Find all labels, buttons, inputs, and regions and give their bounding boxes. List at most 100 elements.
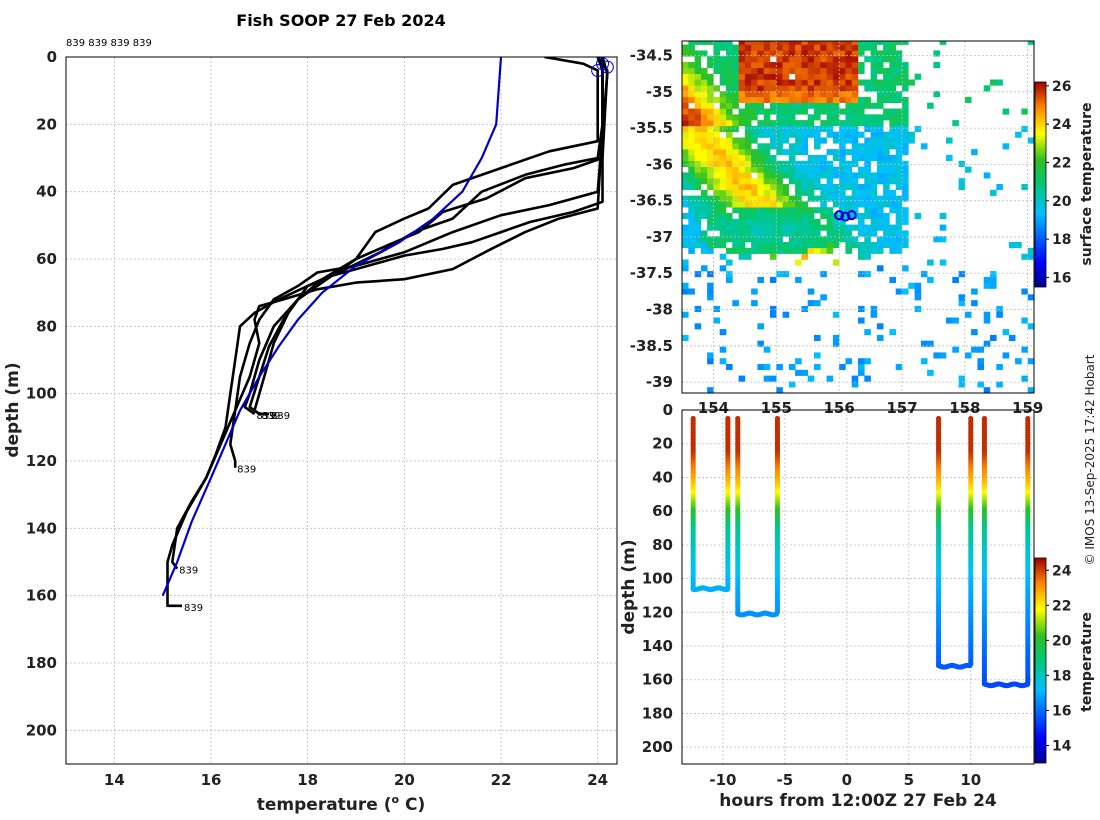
- sst-cell: [864, 56, 871, 63]
- sst-cell: [763, 195, 771, 202]
- sst-colorbar: [1034, 81, 1047, 288]
- sst-cell: [757, 189, 764, 196]
- sst-cell: [732, 218, 739, 225]
- sst-cell: [707, 224, 714, 231]
- sst-colorbar-tick-label: 20: [1052, 194, 1072, 210]
- sst-cell: [851, 125, 859, 132]
- sst-cell: [807, 62, 815, 69]
- sst-cell: [732, 73, 739, 80]
- sst-cell: [688, 207, 695, 214]
- sst-cell: [851, 114, 859, 121]
- sst-cell: [801, 108, 808, 115]
- sst-cell: [744, 125, 752, 132]
- sst-cell: [832, 172, 840, 179]
- sst-cell: [719, 329, 727, 336]
- sst-cell: [694, 213, 702, 220]
- sst-cell: [782, 62, 790, 69]
- sst-cell: [845, 79, 852, 86]
- sst-cell: [971, 346, 978, 353]
- sst-cell: [801, 189, 808, 196]
- sst-cell: [782, 67, 790, 74]
- sst-cell: [845, 41, 852, 45]
- sst-cell: [820, 189, 827, 196]
- sst-cell: [876, 160, 884, 167]
- sst-cell: [801, 213, 808, 220]
- sst-cell: [858, 224, 865, 231]
- sst-cell: [744, 149, 752, 156]
- sst-cell: [732, 125, 739, 132]
- sst-cell: [782, 213, 790, 220]
- sst-cell: [814, 108, 821, 115]
- sst-cell: [801, 120, 808, 127]
- sst-cell: [876, 91, 884, 98]
- sst-cell: [776, 79, 783, 86]
- sst-cell: [719, 154, 727, 161]
- sst-cell: [682, 213, 689, 220]
- sst-colorbar-tick-label: 24: [1052, 117, 1072, 133]
- sst-cell: [870, 218, 878, 225]
- sst-cell: [883, 41, 890, 45]
- sst-cell: [682, 143, 689, 150]
- sst-cell: [726, 154, 733, 161]
- sst-cell: [814, 143, 821, 150]
- sst-cell: [707, 288, 714, 295]
- profile-x-tick-label: 24: [587, 771, 608, 789]
- sst-cell: [927, 369, 934, 376]
- sst-cell: [682, 259, 689, 266]
- sst-cell: [744, 253, 752, 260]
- sst-cell: [933, 236, 940, 243]
- sst-cell: [889, 108, 896, 115]
- sst-cell: [744, 184, 752, 191]
- sst-cell: [726, 172, 733, 179]
- sst-cell: [820, 195, 827, 202]
- sst-cell: [682, 62, 689, 69]
- sst-cell: [820, 91, 827, 98]
- sst-cell: [770, 305, 777, 312]
- map-lat-tick-label: -39: [646, 373, 673, 391]
- map-lat-tick-label: -37.5: [630, 264, 673, 282]
- sst-cell: [738, 108, 746, 115]
- sst-cell: [839, 50, 846, 57]
- sst-cell: [889, 85, 896, 92]
- sst-cell: [751, 201, 758, 208]
- sst-cell: [795, 259, 802, 266]
- sst-cell: [782, 125, 790, 132]
- sst-cell: [876, 50, 884, 57]
- sst-cell: [738, 137, 746, 144]
- sst-cell: [770, 201, 777, 208]
- sst-cell: [826, 85, 834, 92]
- sst-cell: [832, 73, 840, 80]
- sst-cell: [719, 44, 727, 51]
- sst-cell: [751, 288, 758, 295]
- sst-cell: [694, 137, 702, 144]
- sst-cell: [688, 44, 695, 51]
- sst-cell: [826, 125, 834, 132]
- profile-y-tick-label: 120: [26, 452, 57, 470]
- sst-cell: [694, 224, 702, 231]
- sst-cell: [713, 137, 720, 144]
- sst-cell: [895, 172, 903, 179]
- sst-cell: [858, 79, 865, 86]
- sst-cell: [820, 67, 827, 74]
- sst-cell: [832, 120, 840, 127]
- sst-cell: [688, 67, 695, 74]
- sst-cell: [851, 67, 859, 74]
- sst-cell: [807, 230, 815, 237]
- sst-cell: [700, 213, 708, 220]
- sst-cell: [738, 236, 746, 243]
- profile-chart: Fish SOOP 27 Feb 2024 839 839 839 839 83…: [3, 11, 618, 815]
- sst-cell: [1027, 387, 1034, 393]
- sst-cell: [845, 195, 852, 202]
- sst-cell: [751, 160, 758, 167]
- timeseries-y-tick-label: 180: [642, 704, 673, 722]
- sst-cell: [744, 172, 752, 179]
- sst-cell: [688, 91, 695, 98]
- sst-cell: [682, 137, 689, 144]
- sst-cell: [732, 154, 739, 161]
- sst-cell: [788, 201, 796, 208]
- sst-cell: [826, 207, 834, 214]
- sst-cell: [832, 311, 840, 318]
- sst-cell: [744, 137, 752, 144]
- sst-cell: [820, 108, 827, 115]
- sst-cell: [858, 166, 865, 173]
